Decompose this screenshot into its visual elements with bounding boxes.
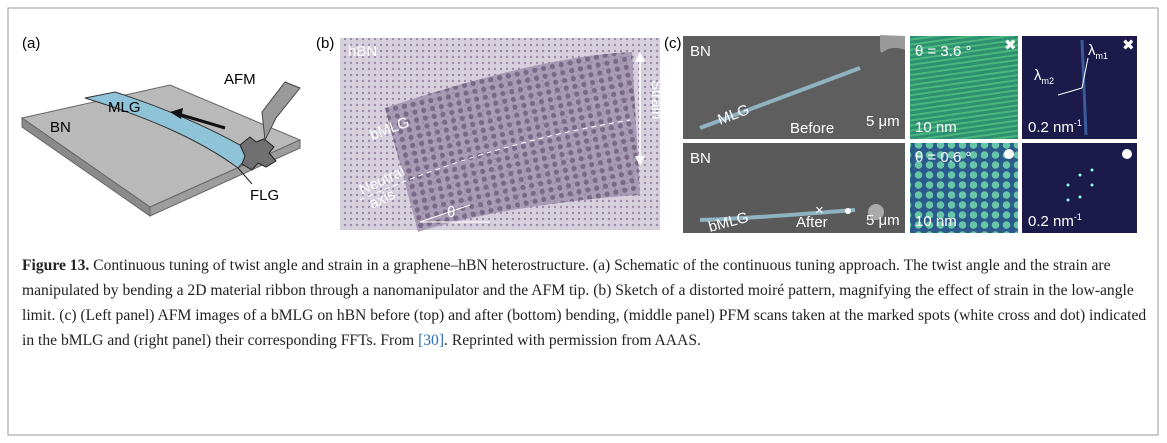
label: AFM xyxy=(224,71,256,88)
moire-region xyxy=(385,52,640,232)
scale: 0.2 nm xyxy=(1028,213,1074,230)
label: θ = 0.6 ° xyxy=(915,149,971,166)
caption-label: Figure 13. xyxy=(22,257,90,274)
svg-text:×: × xyxy=(815,202,824,219)
label: Strain xyxy=(648,80,665,119)
label: 10 nm xyxy=(915,213,957,230)
scale: 0.2 nm xyxy=(1028,119,1074,136)
angle-line xyxy=(419,204,471,223)
reference[interactable]: [30] xyxy=(418,332,445,349)
fft-images: ✖ ✖ xyxy=(1004,36,1137,233)
symbol: λ xyxy=(1088,42,1096,59)
label: BN xyxy=(690,150,711,167)
afm-images: × xyxy=(683,35,905,233)
neutral-axis xyxy=(359,119,631,201)
label: After xyxy=(796,214,828,231)
pfm-image xyxy=(910,143,1018,233)
arrow xyxy=(635,52,645,62)
symbol: λ xyxy=(1034,67,1042,84)
svg-text:✖: ✖ xyxy=(1122,37,1135,54)
arrow xyxy=(635,156,645,166)
label: 5 μm xyxy=(866,113,900,130)
label: FLG xyxy=(250,187,279,204)
label: 0.2 nm-1 xyxy=(1028,212,1082,230)
caption: Figure 13. Continuous tuning of twist ang… xyxy=(22,253,1147,353)
label: 5 μm xyxy=(866,212,900,229)
label: 0.2 nm-1 xyxy=(1028,118,1082,136)
label: hBN xyxy=(348,43,377,60)
label: θ = 3.6 ° xyxy=(915,43,971,60)
panel-label: (b) xyxy=(316,35,334,52)
label: 10 nm xyxy=(915,119,957,136)
label: λm1 xyxy=(1088,42,1108,61)
subscript: m2 xyxy=(1042,76,1055,86)
exponent: -1 xyxy=(1074,118,1082,128)
schematic xyxy=(20,81,302,217)
label: MLG xyxy=(108,99,141,116)
subscript: m1 xyxy=(1096,51,1109,61)
panel-label: (c) xyxy=(664,35,682,52)
pfm-image xyxy=(910,36,1018,139)
label: θ xyxy=(447,204,455,221)
svg-text:✖: ✖ xyxy=(1004,37,1017,54)
frame xyxy=(7,7,1159,436)
label: Before xyxy=(790,120,834,137)
label: BN xyxy=(50,119,71,136)
caption-text: Continuous tuning of twist angle and str… xyxy=(22,257,1147,349)
panel-label: (a) xyxy=(22,35,40,52)
label: λm2 xyxy=(1034,67,1054,86)
exponent: -1 xyxy=(1074,212,1082,222)
caption-text: . Reprinted with permission from AAAS. xyxy=(444,332,701,349)
label: BN xyxy=(690,43,711,60)
